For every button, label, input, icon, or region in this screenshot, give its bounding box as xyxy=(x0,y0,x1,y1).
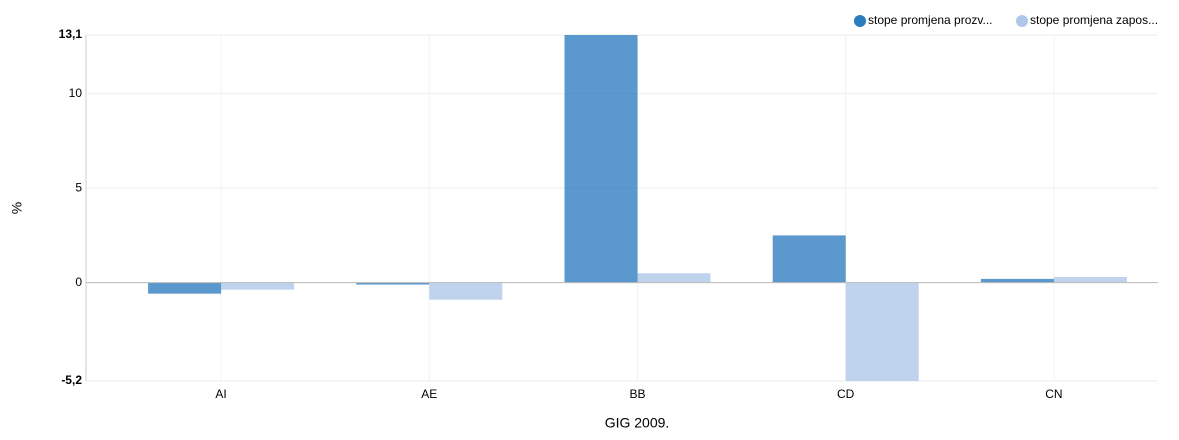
legend-marker xyxy=(1016,15,1028,27)
x-tick-label: CD xyxy=(837,387,855,401)
legend-label: stope promjena prozv... xyxy=(868,13,993,27)
x-tick-label: AI xyxy=(215,387,226,401)
y-tick-label: -5,2 xyxy=(61,373,82,387)
bar xyxy=(980,278,1054,283)
bar xyxy=(564,35,638,283)
bar xyxy=(845,282,919,381)
y-tick-label: 13,1 xyxy=(59,27,83,41)
y-axis-label: % xyxy=(9,202,25,214)
x-tick-label: AE xyxy=(421,387,437,401)
y-tick-label: 0 xyxy=(75,275,82,289)
bar xyxy=(356,282,430,285)
bar xyxy=(221,282,295,290)
y-tick-label: 10 xyxy=(69,86,83,100)
y-tick-label: 5 xyxy=(75,180,82,194)
legend-label: stope promjena zapos... xyxy=(1030,13,1158,27)
x-tick-label: BB xyxy=(629,387,645,401)
x-tick-label: CN xyxy=(1045,387,1062,401)
bar xyxy=(1053,277,1127,283)
legend-marker xyxy=(854,15,866,27)
x-axis-label: GIG 2009. xyxy=(605,415,670,431)
bar xyxy=(637,273,711,283)
bar xyxy=(429,282,503,300)
bar xyxy=(148,282,222,294)
bar xyxy=(772,235,846,283)
